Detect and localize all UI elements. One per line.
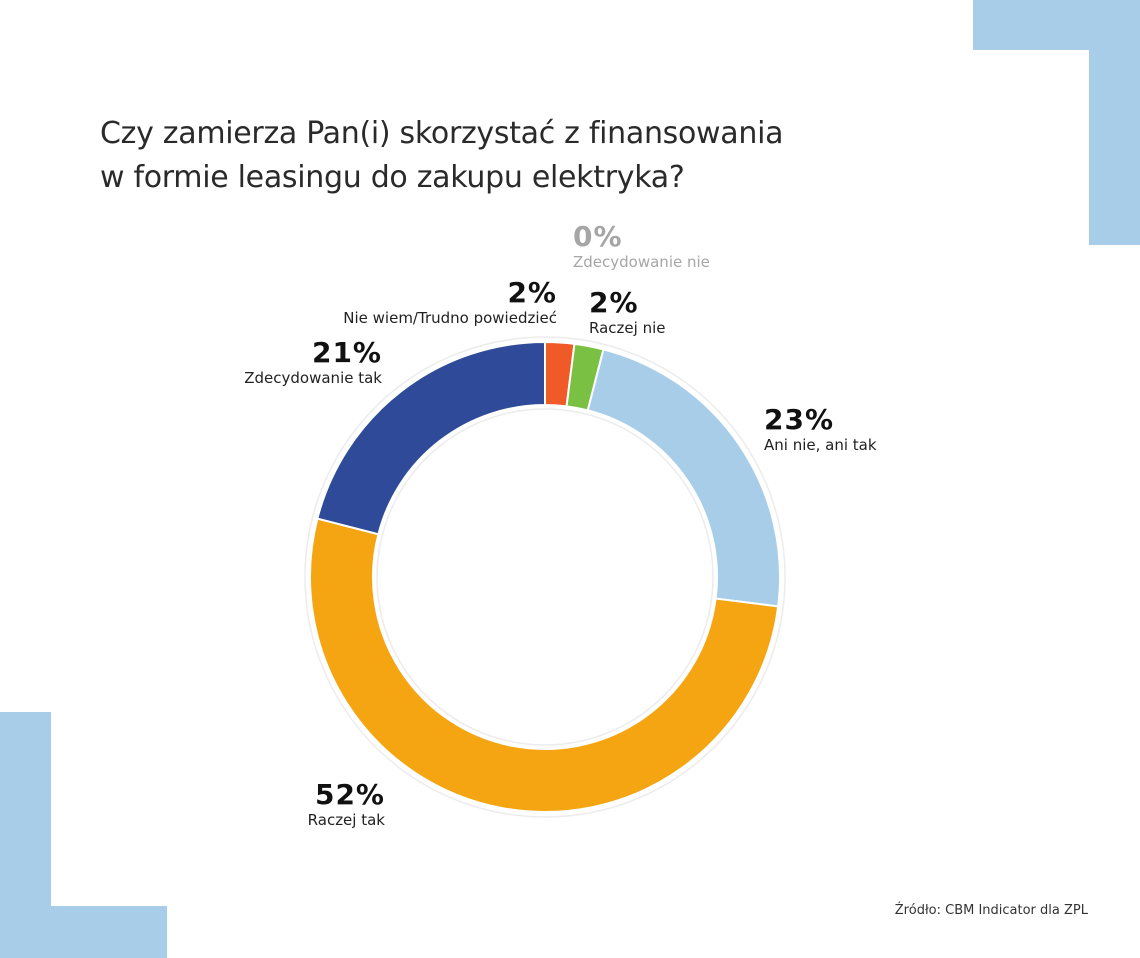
donut-segments — [309, 340, 781, 814]
label-nie-wiem-pct: 2% — [507, 276, 557, 309]
chart-title: Czy zamierza Pan(i) skorzystać z finanso… — [100, 112, 900, 200]
label-zdecydowanie-tak: 21% Zdecydowanie tak — [244, 338, 382, 388]
source-note: Źródło: CBM Indicator dla ZPL — [894, 903, 1088, 918]
chart-title-line1: Czy zamierza Pan(i) skorzystać z finanso… — [100, 116, 784, 151]
label-raczej-tak-pct: 52% — [314, 778, 385, 811]
label-zdecydowanie-nie-pct: 0% — [573, 220, 623, 253]
label-zdecydowanie-nie: 0% Zdecydowanie nie — [573, 222, 710, 272]
label-ani: 23% Ani nie, ani tak — [764, 405, 877, 455]
label-raczej-nie-name: Raczej nie — [589, 319, 666, 337]
decor-top-right-vertical — [1089, 0, 1140, 245]
label-nie-wiem: 2% Nie wiem/Trudno powiedzieć — [343, 278, 557, 328]
label-ani-pct: 23% — [764, 403, 835, 436]
label-raczej-tak: 52% Raczej tak — [308, 780, 385, 830]
decor-bottom-left-horizontal — [0, 906, 167, 958]
label-raczej-tak-name: Raczej tak — [307, 811, 385, 829]
label-raczej-nie-pct: 2% — [589, 286, 639, 319]
donut-segment — [586, 348, 781, 608]
donut-outer-guide — [304, 336, 786, 818]
label-zdecydowanie-tak-name: Zdecydowanie tak — [244, 369, 382, 387]
label-raczej-nie: 2% Raczej nie — [589, 288, 665, 338]
donut-inner-guide — [376, 408, 714, 746]
label-nie-wiem-name: Nie wiem/Trudno powiedzieć — [343, 309, 557, 327]
chart-title-line2: w formie leasingu do zakupu elektryka? — [100, 160, 685, 195]
donut-segment — [309, 517, 780, 814]
donut-segment — [316, 340, 546, 536]
label-ani-name: Ani nie, ani tak — [764, 436, 877, 454]
label-zdecydowanie-tak-pct: 21% — [311, 336, 382, 369]
label-zdecydowanie-nie-name: Zdecydowanie nie — [573, 253, 710, 271]
